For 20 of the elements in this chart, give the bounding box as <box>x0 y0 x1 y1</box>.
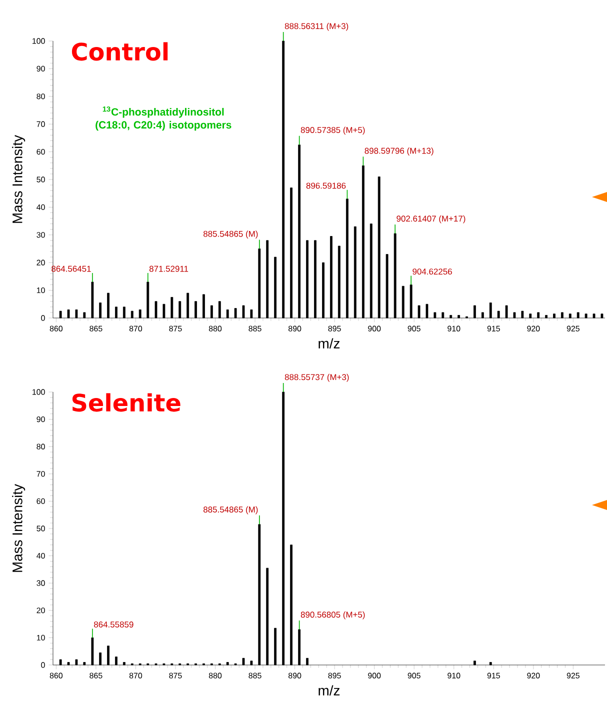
annotation: 864.55859 <box>94 622 134 628</box>
annotation: 864.56451 <box>52 266 91 272</box>
annotation: 888.55737 (M+3) <box>284 374 349 382</box>
y-axis-title: Mass Intensity <box>12 484 26 572</box>
annotation: 896.59186 <box>306 182 346 189</box>
x-axis-title: m/z <box>318 685 340 696</box>
annotation: 885.54865 (M) <box>204 506 258 514</box>
annotation: 904.62256 <box>412 268 452 275</box>
chart-title: Control <box>72 42 168 61</box>
annotation: 888.56311 (M+3) <box>284 22 348 31</box>
annotation: 871.52911 <box>149 266 188 272</box>
annotation: 898.59796 (M+13) <box>364 148 434 156</box>
chart-title: Selenite <box>72 393 180 412</box>
annotation: 890.57385 (M+5) <box>300 126 365 135</box>
y-axis-title: Mass Intensity <box>12 134 26 223</box>
annotation: $^{13}$C-phosphatidylinositol (C18:0, C20:4) isotopomers <box>96 106 232 131</box>
annotation: 885.54865 (M) <box>204 230 258 239</box>
annotation: 902.61407 (M+17) <box>396 215 466 224</box>
x-axis-title: m/z <box>318 338 340 348</box>
annotation: 890.56805 (M+5) <box>300 611 365 620</box>
